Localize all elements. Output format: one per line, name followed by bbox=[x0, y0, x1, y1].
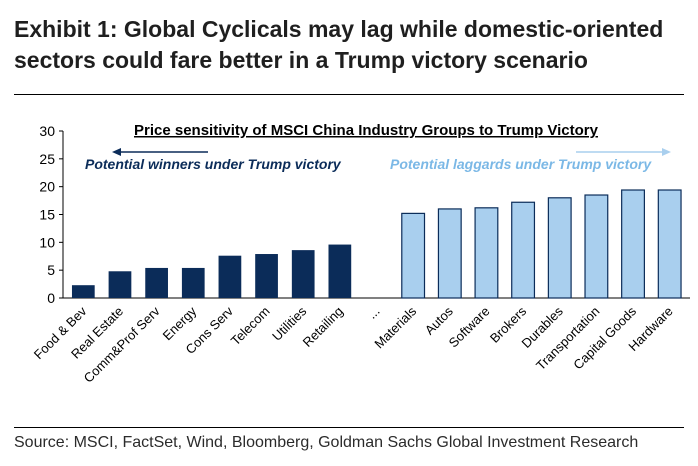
winners-annotation: Potential winners under Trump victory bbox=[85, 156, 342, 172]
x-tick-label: ... bbox=[364, 304, 382, 322]
bar-real-estate bbox=[108, 271, 132, 298]
x-tick-label: Software bbox=[446, 304, 493, 351]
source-note: Source: MSCI, FactSet, Wind, Bloomberg, … bbox=[14, 434, 639, 451]
bar-comm-prof-serv bbox=[145, 267, 168, 298]
bar-brokers bbox=[511, 201, 536, 299]
bar-hardware bbox=[657, 189, 682, 299]
bar-energy bbox=[181, 267, 205, 298]
bar-utilities bbox=[291, 250, 315, 298]
x-tick-label: Retailing bbox=[300, 304, 346, 350]
y-tick-label: 20 bbox=[39, 179, 55, 195]
bar-chart: Price sensitivity of MSCI China Industry… bbox=[31, 122, 690, 386]
bar-software bbox=[474, 207, 499, 299]
x-tick-label: Transportation bbox=[533, 304, 603, 374]
bar-transportation bbox=[584, 194, 609, 299]
bar-retailing bbox=[328, 244, 352, 298]
y-tick-label: 15 bbox=[39, 207, 55, 223]
y-tick-label: 10 bbox=[39, 234, 55, 250]
winners-arrowhead bbox=[112, 148, 121, 156]
y-tick-label: 5 bbox=[47, 262, 55, 278]
exhibit-title-line-1: Exhibit 1: Global Cyclicals may lag whil… bbox=[14, 16, 664, 42]
bar-capital-goods bbox=[621, 189, 645, 299]
laggards-annotation: Potential laggards under Trump victory bbox=[390, 156, 652, 172]
bar-cons-serv bbox=[218, 255, 242, 298]
top-divider bbox=[14, 94, 684, 95]
y-tick-label: 30 bbox=[39, 123, 55, 139]
bar-telecom bbox=[255, 254, 278, 298]
bar-materials bbox=[401, 212, 426, 299]
bar-food-bev bbox=[71, 285, 95, 298]
bar-autos bbox=[437, 208, 462, 299]
y-tick-label: 25 bbox=[39, 151, 55, 167]
exhibit-title-line-2: sectors could fare better in a Trump vic… bbox=[14, 47, 588, 73]
bar-durables bbox=[547, 197, 572, 299]
exhibit-title: Exhibit 1: Global Cyclicals may lag whil… bbox=[14, 14, 684, 76]
x-tick-label: Autos bbox=[422, 303, 456, 337]
y-tick-label: 0 bbox=[47, 290, 55, 306]
laggards-arrowhead bbox=[662, 148, 671, 156]
chart-title: Price sensitivity of MSCI China Industry… bbox=[134, 122, 599, 139]
bottom-divider bbox=[14, 427, 684, 428]
x-tick-label: Telecom bbox=[228, 304, 273, 349]
